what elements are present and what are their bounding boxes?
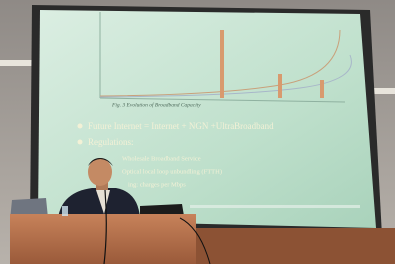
bullet: Future Internet = Internet + NGN +UltraB… <box>88 121 274 131</box>
sub-bullet: Optical local loop unbundling (FTTH) <box>122 168 222 175</box>
slide-line <box>190 205 360 208</box>
sub-bullet: Wholesale Broadband Service <box>122 155 201 162</box>
bullet: Regulations: <box>88 137 134 147</box>
podium <box>10 214 196 264</box>
figure-caption: Fig. 3 Evolution of Broadband Capacity <box>111 101 201 108</box>
sub-bullet: ing: charges per Mbps <box>128 181 186 188</box>
page: {"slide": {"figure_caption": "Fig. 3 Evo… <box>0 0 395 264</box>
glass <box>62 206 68 216</box>
bullet-dot <box>78 140 83 145</box>
bullet-dot <box>78 124 83 129</box>
photo: Fig. 3 Evolution of Broadband Capacity F… <box>0 0 395 264</box>
table <box>190 228 395 264</box>
